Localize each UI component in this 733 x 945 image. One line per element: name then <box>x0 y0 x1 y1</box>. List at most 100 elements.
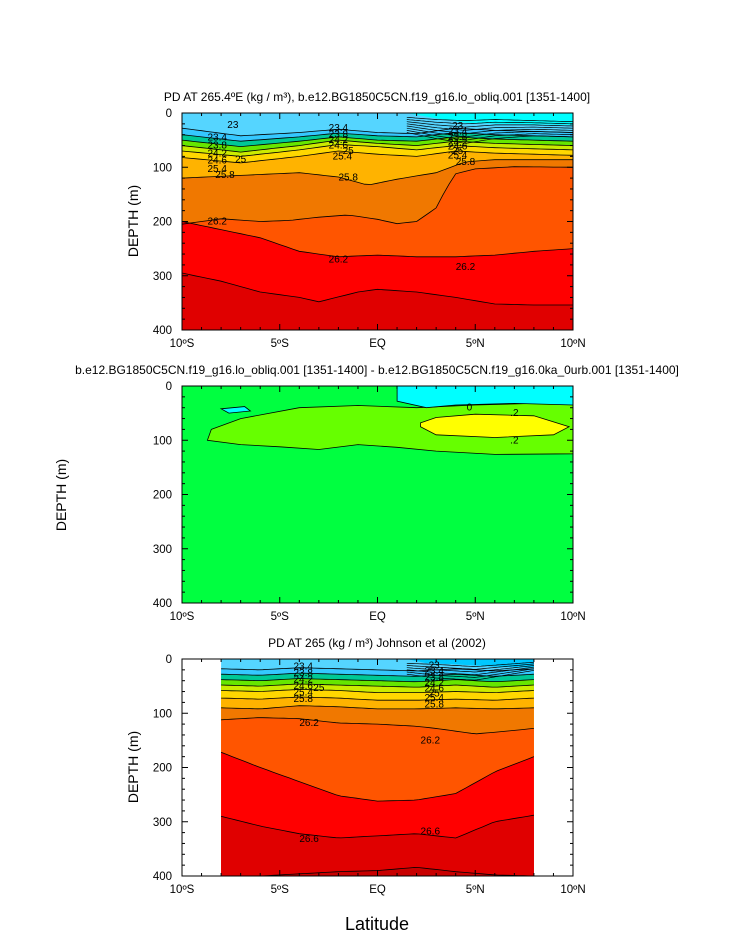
panel-model-ylabel: DEPTH (m) <box>125 185 141 257</box>
panel-diff-title: b.e12.BG1850C5CN.f19_g16.lo_obliq.001 [1… <box>75 363 679 377</box>
panel-obs-ylabel: DEPTH (m) <box>125 731 141 803</box>
contour-line <box>182 139 573 153</box>
panel-diff: b.e12.BG1850C5CN.f19_g16.lo_obliq.001 [1… <box>53 363 679 623</box>
panel-model-contour-fills <box>182 113 573 330</box>
panel-obs-title: PD AT 265 (kg / m³) Johnson et al (2002) <box>268 636 486 650</box>
contour-label: 24.2 <box>293 675 313 686</box>
contour-band <box>221 815 534 876</box>
contour-label: 23.4 <box>424 666 444 677</box>
surface-patch <box>406 659 534 668</box>
contour-label: 0 <box>467 403 473 414</box>
contour-label: 23 <box>429 661 441 672</box>
contour-label: 23 <box>227 120 239 131</box>
contour-label: 24.2 <box>329 135 349 146</box>
contour-label: 25.4 <box>293 688 313 699</box>
contour-label: 25 <box>313 683 325 694</box>
cyan-negative-northeast <box>396 386 573 409</box>
contour-line <box>182 127 573 137</box>
contour-label: 25.4 <box>207 164 227 175</box>
y-tick-label: 100 <box>153 708 172 720</box>
contour-line <box>221 717 534 735</box>
y-tick-label: 0 <box>166 654 172 666</box>
x-tick-label: 10ºS <box>170 611 195 623</box>
y-tick-label: 400 <box>153 871 172 883</box>
contour-band <box>182 273 573 330</box>
panel-obs-contour-lines <box>221 661 534 876</box>
x-tick-label: 5ºN <box>466 884 485 896</box>
y-tick-label: 100 <box>153 435 172 447</box>
contour-label: 26.2 <box>207 217 227 228</box>
contour-line <box>221 751 534 802</box>
contour-line <box>406 125 573 134</box>
contour-label: 25.8 <box>338 173 358 184</box>
contour-label: 23.8 <box>329 130 349 141</box>
panel-model-ticks: 10ºS 5ºS EQ 5ºN 10ºN 0 100 200 300 400 <box>153 108 586 350</box>
panel-obs: PD AT 265 (kg / m³) Johnson et al (2002)… <box>125 636 586 896</box>
contour-label: 23.4 <box>293 662 313 673</box>
y-tick-label: 300 <box>153 817 172 829</box>
contour-line <box>182 144 573 157</box>
contour-label: 25 <box>235 155 247 166</box>
x-tick-label: 5ºN <box>466 338 485 350</box>
x-tick-label: 10ºN <box>560 884 585 896</box>
contour-label: 23.4 <box>448 126 468 137</box>
panel-obs-contour-fills <box>221 659 534 876</box>
contour-label: 26.6 <box>299 834 319 845</box>
x-tick-label: 10ºS <box>170 884 195 896</box>
y-tick-label: 300 <box>153 271 172 283</box>
contour-line <box>182 136 573 148</box>
contour-label: .2 <box>510 435 519 446</box>
contour-label: 24.2 <box>424 678 444 689</box>
contour-line <box>182 221 573 258</box>
contour-label: 23.8 <box>448 132 468 143</box>
contour-label: 24.6 <box>424 683 444 694</box>
contour-line <box>182 272 573 306</box>
panel-diff-contour-fills <box>182 386 573 603</box>
contour-line <box>221 667 534 672</box>
contour-line <box>406 663 534 670</box>
x-tick-label: 5ºS <box>271 338 290 350</box>
contour-label: 25 <box>343 146 355 157</box>
contour-label: 26.2 <box>299 718 319 729</box>
y-tick-label: 0 <box>166 381 172 393</box>
contour-label: 23.8 <box>207 141 227 152</box>
contour-label: 24.6 <box>207 156 227 167</box>
y-tick-label: 200 <box>153 763 172 775</box>
contour-line <box>182 159 573 185</box>
contour-label: 24.6 <box>293 681 313 692</box>
panel-diff-ylabel: DEPTH (m) <box>53 459 69 531</box>
y-tick-label: 100 <box>153 162 172 174</box>
contour-label: 26.2 <box>329 254 349 265</box>
y-tick-label: 200 <box>153 217 172 229</box>
contour-line <box>406 116 573 123</box>
x-tick-label: EQ <box>369 338 386 350</box>
contour-line <box>221 672 534 677</box>
contour-line <box>182 166 573 225</box>
panel-model: PD AT 265.4ºE (kg / m³), b.e12.BG1850C5C… <box>125 90 590 350</box>
contour-label: 23.4 <box>207 132 227 143</box>
contour-line <box>406 670 534 681</box>
contour-label: 25.4 <box>333 151 353 162</box>
contour-label: 24.6 <box>329 141 349 152</box>
contour-line <box>221 683 534 688</box>
contour-label: 25.8 <box>293 694 313 705</box>
contour-line <box>406 661 534 667</box>
panel-model-contour-lines <box>182 116 573 306</box>
contour-label: 23 <box>452 121 464 132</box>
yellow-positive-core <box>420 413 571 438</box>
contour-line <box>406 132 573 144</box>
contour-label: 26.2 <box>421 735 441 746</box>
x-tick-label: 10ºS <box>170 338 195 350</box>
contour-line <box>406 121 573 128</box>
contour-label: 25 <box>452 146 464 157</box>
contour-label: 25.4 <box>448 150 468 161</box>
contour-line <box>221 688 534 694</box>
panel-model-title: PD AT 265.4ºE (kg / m³), b.e12.BG1850C5C… <box>164 90 590 104</box>
x-tick-label: 10ºN <box>560 611 585 623</box>
contour-label: .2 <box>510 408 519 419</box>
y-tick-label: 200 <box>153 490 172 502</box>
y-tick-label: 0 <box>166 108 172 120</box>
panel-diff-ticks: 10ºS 5ºS EQ 5ºN 10ºN 0 100 200 300 400 <box>153 381 586 623</box>
